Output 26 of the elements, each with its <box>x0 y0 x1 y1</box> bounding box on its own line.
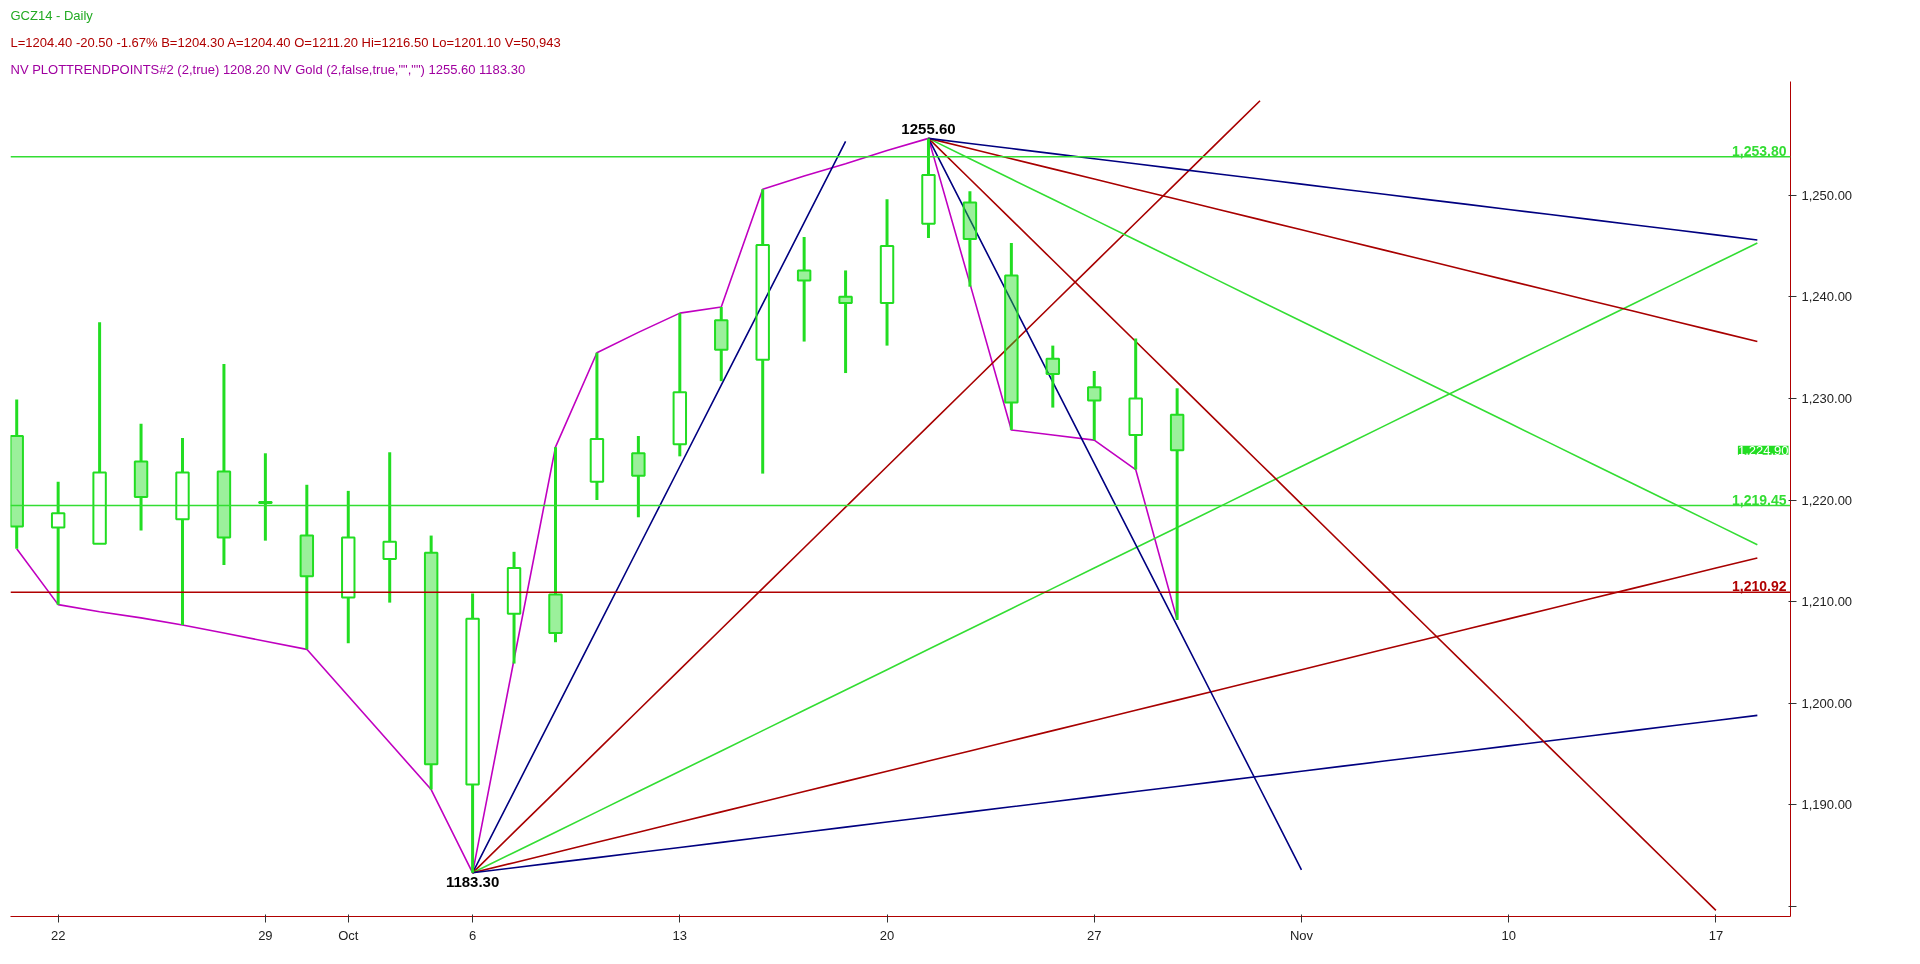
y-tick-label: 1,190.00 <box>1801 797 1853 813</box>
chart-title: GCZ14 - Daily <box>10 7 94 23</box>
annotation: 1,224.90 <box>1737 442 1789 458</box>
text: NV PLOTTRENDPOINTS#2 (2,true) 1208.20 NV Gold (2,false,true,"","") 1255.60 1183.30 <box>10 61 526 77</box>
x-tick-label: 10 <box>1501 927 1516 943</box>
x-tick-label: 20 <box>879 927 895 943</box>
x-tick-label: Nov <box>1289 927 1314 943</box>
x-tick-label: 22 <box>50 927 66 943</box>
y-tick-label: 1,210.00 <box>1801 594 1853 610</box>
y-tick-label: 1,250.00 <box>1801 187 1853 203</box>
annotation: 1183.30 <box>445 872 500 890</box>
ref-line-label: 1,210.92 <box>1732 578 1787 595</box>
ref-line-label: 1,219.45 <box>1732 491 1787 508</box>
x-tick-label: Oct <box>338 927 359 943</box>
y-tick-label: 1,230.00 <box>1801 390 1853 406</box>
y-tick-label: 1,200.00 <box>1801 695 1853 711</box>
x-tick-label: 27 <box>1087 927 1102 943</box>
ref-line-label: 1,253.80 <box>1732 142 1787 159</box>
x-tick-label: 17 <box>1708 927 1724 943</box>
x-tick-label: 29 <box>258 927 273 943</box>
x-tick-label: 13 <box>672 927 688 943</box>
annotation: 1255.60 <box>901 120 956 138</box>
x-tick-label: 6 <box>468 927 477 943</box>
y-tick-label: 1,220.00 <box>1801 492 1853 508</box>
chart-subtitle: L=1204.40 -20.50 -1.67% B=1204.30 A=1204.40 O=1211.20 Hi=1216.50 Lo=1201.10 V=50,943 <box>10 34 561 50</box>
y-tick-label: 1,240.00 <box>1801 289 1853 305</box>
